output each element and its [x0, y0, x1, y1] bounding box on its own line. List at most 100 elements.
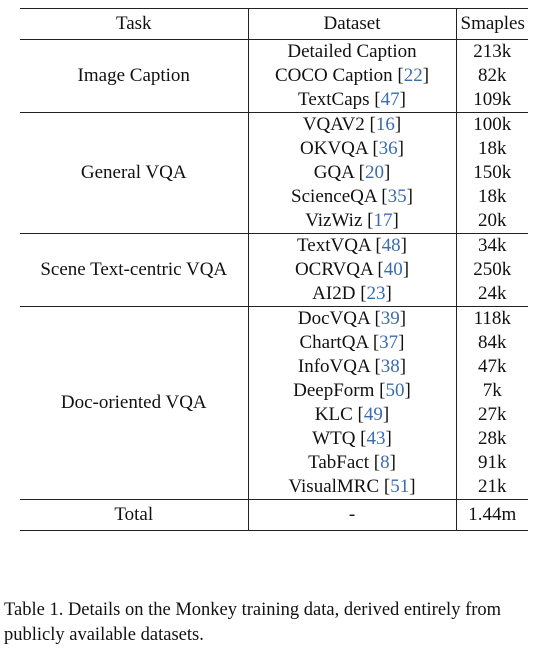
- dataset-name: GQA: [313, 162, 354, 183]
- citation-link[interactable]: 51: [390, 476, 410, 497]
- table-body: Image Caption Detailed Caption 213k COCO Ca…: [20, 39, 528, 500]
- citation-link[interactable]: 50: [385, 380, 405, 401]
- dataset-name: OKVQA: [300, 138, 368, 159]
- table-row: TextCaps [47] 109k: [20, 88, 528, 113]
- samples-cell: 47k: [478, 356, 507, 377]
- samples-cell: 20k: [478, 210, 507, 231]
- citation-link[interactable]: 48: [381, 235, 401, 256]
- dataset-cell: VQAV2 [16]: [248, 112, 457, 137]
- samples-cell: 91k: [478, 452, 507, 473]
- table-row: VisualMRC [51] 21k: [20, 475, 528, 500]
- samples-cell: 18k: [478, 138, 507, 159]
- citation-link[interactable]: 17: [373, 210, 393, 231]
- citation-link[interactable]: 20: [364, 162, 384, 183]
- table-row: COCO Caption [22] 82k: [20, 64, 528, 88]
- citation-link[interactable]: 47: [380, 89, 400, 110]
- samples-cell: 109k: [473, 89, 512, 110]
- citation-link[interactable]: 23: [366, 283, 386, 304]
- dataset-cell: WTQ [43]: [248, 427, 457, 451]
- table-row: ScienceQA [35] 18k: [20, 185, 528, 209]
- dataset-cell: COCO Caption [22]: [248, 64, 457, 88]
- table-row: WTQ [43] 28k: [20, 427, 528, 451]
- citation-link[interactable]: 37: [379, 332, 399, 353]
- dataset-cell: Detailed Caption: [248, 39, 457, 64]
- dataset-cell: OCRVQA [40]: [248, 258, 457, 282]
- dataset-cell: DeepForm [50]: [248, 379, 457, 403]
- dataset-name: OCRVQA: [294, 259, 373, 280]
- training-data-table: Task Dataset Smaples Image Caption Detail…: [20, 8, 528, 531]
- dataset-name: TextVQA: [296, 235, 371, 256]
- dataset-cell: TextCaps [47]: [248, 88, 457, 113]
- dataset-name: Detailed Caption: [287, 41, 417, 62]
- task-cell: Scene Text-centric VQA: [20, 233, 249, 307]
- citation-link[interactable]: 35: [387, 186, 407, 207]
- dataset-cell: OKVQA [36]: [248, 137, 457, 161]
- dataset-name: KLC: [314, 404, 353, 425]
- samples-cell: 84k: [478, 332, 507, 353]
- table-row: OKVQA [36] 18k: [20, 137, 528, 161]
- table-row: KLC [49] 27k: [20, 403, 528, 427]
- table-row: OCRVQA [40] 250k: [20, 258, 528, 282]
- dataset-name: TextCaps: [298, 89, 370, 110]
- table-row: GQA [20] 150k: [20, 161, 528, 185]
- dataset-name: DeepForm: [293, 380, 375, 401]
- dataset-cell: VisualMRC [51]: [248, 475, 457, 500]
- table-row: InfoVQA [38] 47k: [20, 355, 528, 379]
- samples-cell: 7k: [482, 380, 502, 401]
- samples-cell: 82k: [478, 65, 507, 86]
- total-dataset: -: [248, 499, 457, 531]
- dataset-name: VQAV2: [302, 114, 365, 135]
- citation-link[interactable]: 43: [366, 428, 386, 449]
- table-row: Scene Text-centric VQA TextVQA [48] 34k: [20, 233, 528, 307]
- citation-link[interactable]: 40: [383, 259, 403, 280]
- dataset-cell: ScienceQA [35]: [248, 185, 457, 209]
- dataset-cell: DocVQA [39]: [248, 306, 457, 331]
- samples-cell: 118k: [473, 308, 511, 329]
- citation-link[interactable]: 16: [375, 114, 395, 135]
- samples-cell: 213k: [473, 41, 512, 62]
- total-samples: 1.44m: [468, 504, 517, 525]
- table-header-row: Task Dataset Smaples: [20, 8, 528, 40]
- citation-link[interactable]: 38: [380, 356, 400, 377]
- total-label: Total: [20, 499, 249, 531]
- citation-link[interactable]: 49: [363, 404, 383, 425]
- table-row: VizWiz [17] 20k: [20, 209, 528, 234]
- task-cell: Image Caption: [20, 39, 249, 113]
- dataset-name: WTQ: [312, 428, 356, 449]
- citation-link[interactable]: 39: [380, 308, 400, 329]
- samples-cell: 100k: [473, 114, 512, 135]
- task-cell: General VQA: [20, 112, 249, 234]
- citation-link[interactable]: 8: [380, 452, 390, 473]
- table-row: General VQA VQAV2 [16] 100k: [20, 112, 528, 234]
- citation-link[interactable]: 22: [403, 65, 423, 86]
- dataset-name: ScienceQA: [291, 186, 377, 207]
- dataset-cell: AI2D [23]: [248, 282, 457, 307]
- table-row: Image Caption Detailed Caption 213k: [20, 39, 528, 113]
- task-cell: Doc-oriented VQA: [20, 306, 249, 500]
- table-row: TabFact [8] 91k: [20, 451, 528, 475]
- dataset-name: TabFact: [308, 452, 370, 473]
- samples-cell: 34k: [478, 235, 507, 256]
- dataset-name: VizWiz: [305, 210, 363, 231]
- samples-cell: 18k: [478, 186, 507, 207]
- table-row: AI2D [23] 24k: [20, 282, 528, 307]
- dataset-name: VisualMRC: [288, 476, 380, 497]
- dataset-name: InfoVQA: [297, 356, 370, 377]
- dataset-name: AI2D: [312, 283, 356, 304]
- table-row: Doc-oriented VQA DocVQA [39] 118k: [20, 306, 528, 500]
- samples-cell: 250k: [473, 259, 512, 280]
- dataset-name: DocVQA: [297, 308, 370, 329]
- samples-cell: 28k: [478, 428, 507, 449]
- dataset-cell: GQA [20]: [248, 161, 457, 185]
- dataset-cell: VizWiz [17]: [248, 209, 457, 234]
- table-caption: Table 1. Details on the Monkey training …: [4, 600, 502, 645]
- dataset-cell: TabFact [8]: [248, 451, 457, 475]
- dataset-name: ChartQA: [299, 332, 369, 353]
- dataset-cell: TextVQA [48]: [248, 233, 457, 258]
- dataset-cell: InfoVQA [38]: [248, 355, 457, 379]
- header-dataset: Dataset: [248, 8, 457, 40]
- citation-link[interactable]: 36: [378, 138, 398, 159]
- samples-cell: 21k: [478, 476, 507, 497]
- table-row: ChartQA [37] 84k: [20, 331, 528, 355]
